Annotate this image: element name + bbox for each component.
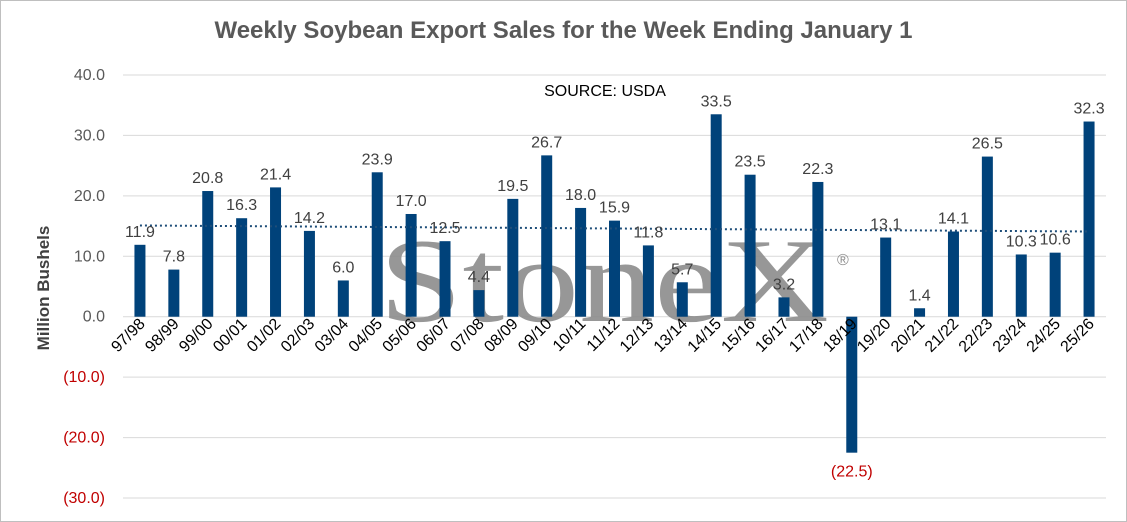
y-tick-label: 0.0 [83, 309, 105, 326]
bars [134, 114, 1095, 453]
x-tick-label: 25/26 [1058, 315, 1098, 355]
data-label: 16.3 [226, 197, 257, 214]
bar [642, 245, 654, 317]
x-tick-label: 97/98 [108, 315, 148, 355]
bar [947, 231, 959, 317]
bar [337, 280, 349, 317]
y-tick-label: (10.0) [63, 369, 105, 386]
data-label: 13.1 [870, 217, 901, 234]
gridlines [123, 74, 1106, 499]
data-label: 5.7 [671, 261, 693, 278]
bar [1083, 121, 1095, 317]
data-label: 15.9 [599, 200, 630, 217]
x-tick-label: 20/21 [888, 315, 928, 355]
data-label: 3.2 [773, 276, 795, 293]
data-label: 32.3 [1073, 101, 1104, 118]
bar [168, 269, 180, 317]
y-tick-label: (30.0) [63, 490, 105, 507]
x-tick-label: 22/23 [956, 315, 996, 355]
x-tick-label: 21/22 [922, 315, 962, 355]
x-tick-label: 23/24 [990, 315, 1030, 355]
bar [880, 237, 892, 317]
data-label: 11.8 [633, 224, 663, 241]
data-label: 7.8 [163, 249, 185, 266]
bar [778, 297, 790, 317]
data-label: 26.5 [972, 136, 1003, 153]
data-label: 10.6 [1040, 232, 1071, 249]
data-label: 14.2 [294, 210, 325, 227]
data-label: 6.0 [332, 259, 354, 276]
data-label: 4.4 [468, 269, 490, 286]
x-tick-label: 99/00 [176, 315, 216, 355]
bar [1015, 254, 1027, 317]
x-tick-label: 24/25 [1024, 315, 1064, 355]
data-label: 19.5 [497, 178, 528, 195]
trendline [139, 224, 1090, 233]
y-tick-label: 20.0 [74, 188, 105, 205]
bar [575, 207, 587, 317]
bar [134, 244, 146, 317]
x-tick-label: 98/99 [142, 315, 182, 355]
x-tick-label: 19/20 [854, 315, 894, 355]
y-tick-label: 40.0 [74, 67, 105, 84]
bar [676, 282, 688, 317]
bar [981, 156, 993, 317]
source-annotation: SOURCE: USDA [544, 83, 666, 100]
bar [609, 220, 620, 317]
bar [405, 213, 417, 317]
y-tick-label: 30.0 [74, 127, 105, 144]
bar [270, 187, 282, 317]
bar [744, 174, 756, 317]
y-axis-ticks: 40.0 30.0 20.0 10.0 0.0 (10.0) (20.0) (30.0) [63, 67, 105, 507]
bar [846, 316, 858, 453]
data-label: 22.3 [802, 161, 833, 178]
bar [507, 198, 519, 317]
bar [473, 290, 485, 317]
data-label: 10.3 [1006, 233, 1037, 250]
data-label: 18.0 [565, 187, 596, 204]
data-label: 23.9 [362, 151, 393, 168]
bar [812, 181, 824, 317]
data-label: 1.4 [908, 287, 930, 304]
x-tick-label: 02/03 [278, 315, 318, 355]
data-label: (22.5) [831, 464, 873, 481]
data-labels: 11.9 7.8 20.816.321.4 14.2 6.0 23.9 17.012.5 4.… [125, 93, 1105, 480]
data-label: 20.8 [192, 170, 223, 187]
data-label: 21.4 [260, 166, 291, 183]
bar [303, 230, 315, 317]
watermark-registered-mark: ® [837, 252, 849, 269]
data-label: 23.5 [735, 154, 766, 171]
data-label: 14.1 [938, 211, 969, 228]
data-label: 12.5 [429, 220, 460, 237]
x-tick-label: 01/02 [244, 315, 284, 355]
bar [914, 308, 926, 317]
bar [541, 155, 553, 317]
y-tick-label: 10.0 [74, 248, 105, 265]
bar [710, 114, 722, 317]
data-label: 11.9 [125, 224, 155, 241]
chart-title: Weekly Soybean Export Sales for the Week… [214, 17, 913, 44]
bar [371, 172, 383, 317]
bar [202, 191, 214, 317]
data-label: 26.7 [531, 134, 562, 151]
data-label: 17.0 [396, 193, 427, 210]
bar [1049, 252, 1061, 317]
x-tick-label: 00/01 [210, 315, 250, 355]
trend-line [139, 224, 1090, 233]
x-tick-label: 03/04 [312, 315, 352, 355]
bar [439, 241, 451, 317]
data-label: 33.5 [701, 93, 732, 110]
bar [236, 218, 248, 317]
y-tick-label: (20.0) [63, 430, 105, 447]
y-axis-label: Million Bushels [34, 226, 53, 351]
